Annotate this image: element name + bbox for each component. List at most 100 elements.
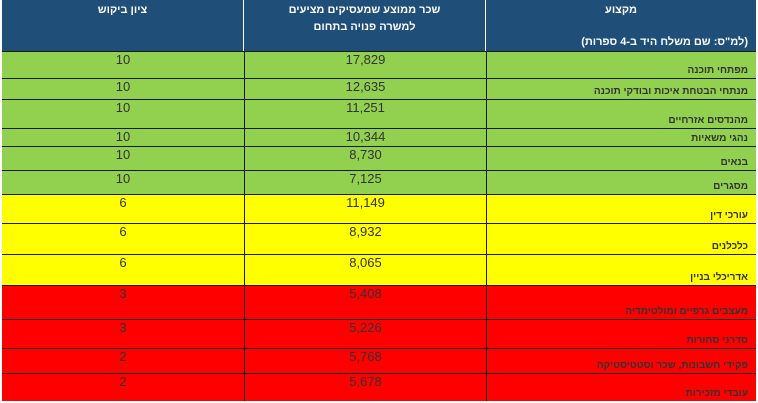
occupation-cell-text: פקידי חשבונות, שכר וסטטיסטיקה bbox=[596, 360, 748, 371]
demand-score-cell-text: 10 bbox=[115, 147, 131, 162]
demand-header-title: ציון ביקוש bbox=[97, 4, 148, 16]
demand-score-cell: 10 bbox=[2, 52, 244, 78]
salary-cell: 5,678 bbox=[244, 374, 486, 401]
header-divider bbox=[243, 0, 244, 51]
salary-cell-text: 5,226 bbox=[349, 320, 382, 335]
salary-cell: 5,768 bbox=[244, 349, 486, 373]
salary-cell: 12,635 bbox=[244, 79, 486, 99]
occupation-cell: עובדי מזכירות bbox=[486, 374, 756, 401]
salary-header: שכר ממוצע שמעסיקים מציעים למשרה פנויה בת… bbox=[244, 0, 485, 51]
salary-cell: 11,149 bbox=[244, 195, 486, 223]
salary-cell-text: 11,149 bbox=[346, 195, 385, 210]
table-row: אדריכלי בניין 8,065 6 bbox=[2, 254, 756, 285]
occupation-cell: מעצבים גרפיים ומולטימדיה bbox=[486, 286, 756, 319]
table-row: בנאים 8,730 10 bbox=[2, 146, 756, 170]
salary-cell-text: 11,251 bbox=[346, 100, 385, 115]
demand-score-cell-text: 6 bbox=[119, 195, 127, 210]
occupation-cell-text: עורכי דין bbox=[710, 210, 748, 221]
table-row: סדרני סחורות 5,226 3 bbox=[2, 319, 756, 348]
demand-score-cell-text: 10 bbox=[115, 52, 131, 67]
salary-cell-text: 5,678 bbox=[349, 374, 382, 389]
salary-cell: 11,251 bbox=[244, 100, 486, 128]
salary-cell-text: 8,932 bbox=[349, 224, 382, 239]
table-header: מקצוע (למ"ס: שם משלח היד ב-4 ספרות) שכר … bbox=[2, 0, 756, 51]
occupation-cell: מסגרים bbox=[486, 171, 756, 194]
salary-cell: 17,829 bbox=[244, 52, 486, 78]
demand-score-cell-text: 3 bbox=[119, 286, 127, 301]
occupation-cell-text: מעצבים גרפיים ומולטימדיה bbox=[625, 306, 748, 317]
occupation-cell-text: מהנדסים אזרחיים bbox=[668, 115, 748, 126]
demand-header: ציון ביקוש bbox=[2, 0, 243, 51]
occupation-cell-text: סדרני סחורות bbox=[686, 335, 748, 346]
occupation-header-note: (למ"ס: שם משלח היד ב-4 ספרות) bbox=[581, 36, 748, 48]
occupation-header-title: מקצוע bbox=[605, 4, 637, 16]
salary-cell-text: 17,829 bbox=[345, 52, 386, 67]
occupation-cell: פקידי חשבונות, שכר וסטטיסטיקה bbox=[486, 349, 756, 373]
demand-score-cell: 10 bbox=[2, 100, 244, 128]
demand-score-cell: 6 bbox=[2, 195, 244, 223]
demand-score-cell: 3 bbox=[2, 320, 244, 348]
salary-header-line2: למשרה פנויה בתחום bbox=[313, 21, 416, 33]
occupation-header: מקצוע (למ"ס: שם משלח היד ב-4 ספרות) bbox=[486, 0, 756, 51]
header-divider bbox=[485, 0, 486, 51]
demand-score-cell: 6 bbox=[2, 255, 244, 285]
demand-score-cell: 10 bbox=[2, 171, 244, 194]
occupation-cell: עורכי דין bbox=[486, 195, 756, 223]
demand-score-cell: 10 bbox=[2, 147, 244, 170]
table-row: מסגרים 7,125 10 bbox=[2, 170, 756, 194]
salary-header-line1: שכר ממוצע שמעסיקים מציעים bbox=[288, 4, 441, 16]
table-row: כלכלנים 8,932 6 bbox=[2, 223, 756, 254]
table-row: מעצבים גרפיים ומולטימדיה 5,408 3 bbox=[2, 285, 756, 319]
demand-score-cell-text: 10 bbox=[115, 79, 131, 94]
salary-cell-text: 8,065 bbox=[349, 255, 382, 270]
salary-cell-text: 8,730 bbox=[349, 147, 382, 162]
occupation-cell-text: אדריכלי בניין bbox=[690, 272, 748, 283]
demand-score-cell: 10 bbox=[2, 79, 244, 99]
salary-cell: 8,730 bbox=[244, 147, 486, 170]
salary-cell-text: 10,344 bbox=[345, 129, 386, 144]
table-row: מפתחי תוכנה 17,829 10 bbox=[2, 51, 756, 78]
occupation-cell-text: בנאים bbox=[720, 157, 748, 168]
demand-score-cell-text: 10 bbox=[115, 100, 131, 115]
table-row: נהגי משאיות 10,344 10 bbox=[2, 128, 756, 146]
salary-cell: 5,226 bbox=[244, 320, 486, 348]
occupation-cell-text: כלכלנים bbox=[711, 241, 748, 252]
salary-cell: 8,932 bbox=[244, 224, 486, 254]
demand-score-cell-text: 2 bbox=[119, 374, 127, 389]
demand-score-cell: 6 bbox=[2, 224, 244, 254]
table-row: מהנדסים אזרחיים 11,251 10 bbox=[2, 99, 756, 128]
demand-score-cell: 2 bbox=[2, 349, 244, 373]
demand-score-cell-text: 3 bbox=[119, 320, 127, 335]
occupation-cell: נהגי משאיות bbox=[486, 129, 756, 146]
table-row: עובדי מזכירות 5,678 2 bbox=[2, 373, 756, 401]
demand-score-cell: 3 bbox=[2, 286, 244, 319]
occupation-cell-text: נהגי משאיות bbox=[691, 133, 748, 144]
demand-score-cell-text: 6 bbox=[119, 224, 127, 239]
table-row: פקידי חשבונות, שכר וסטטיסטיקה 5,768 2 bbox=[2, 348, 756, 373]
occupation-cell-text: מפתחי תוכנה bbox=[687, 65, 748, 76]
occupation-cell: מנתחי הבטחת איכות ובודקי תוכנה bbox=[486, 79, 756, 99]
table-row: מנתחי הבטחת איכות ובודקי תוכנה 12,635 10 bbox=[2, 78, 756, 99]
salary-cell-text: 7,125 bbox=[349, 171, 382, 186]
occupation-cell-text: מסגרים bbox=[713, 181, 748, 192]
occupation-cell: בנאים bbox=[486, 147, 756, 170]
demand-score-cell: 10 bbox=[2, 129, 244, 146]
occupation-cell: מפתחי תוכנה bbox=[486, 52, 756, 78]
demand-score-cell-text: 10 bbox=[115, 129, 131, 144]
occupation-cell-text: מנתחי הבטחת איכות ובודקי תוכנה bbox=[593, 86, 748, 97]
salary-cell: 5,408 bbox=[244, 286, 486, 319]
occupation-cell: סדרני סחורות bbox=[486, 320, 756, 348]
demand-score-cell: 2 bbox=[2, 374, 244, 401]
salary-cell-text: 5,768 bbox=[349, 349, 382, 364]
occupation-cell-text: עובדי מזכירות bbox=[685, 388, 748, 399]
salary-cell: 10,344 bbox=[244, 129, 486, 146]
salary-cell: 7,125 bbox=[244, 171, 486, 194]
occupation-cell: כלכלנים bbox=[486, 224, 756, 254]
demand-score-cell-text: 2 bbox=[119, 349, 127, 364]
salary-cell: 8,065 bbox=[244, 255, 486, 285]
occupation-cell: אדריכלי בניין bbox=[486, 255, 756, 285]
occupation-cell: מהנדסים אזרחיים bbox=[486, 100, 756, 128]
table-row: עורכי דין 11,149 6 bbox=[2, 194, 756, 223]
salary-cell-text: 5,408 bbox=[349, 286, 382, 301]
